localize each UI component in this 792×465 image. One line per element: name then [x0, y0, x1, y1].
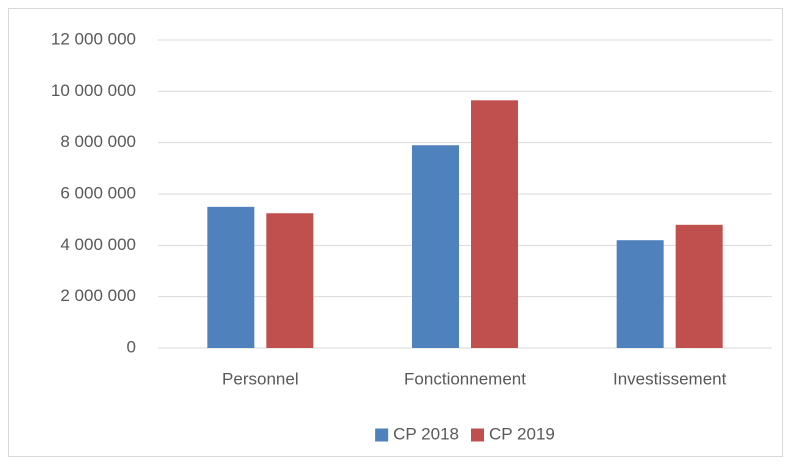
bar — [266, 213, 314, 348]
legend-label: CP 2019 — [489, 424, 555, 443]
x-tick-label: Personnel — [222, 369, 299, 388]
legend-label: CP 2018 — [393, 424, 459, 443]
bar — [207, 206, 255, 348]
y-tick-label: 0 — [127, 337, 136, 356]
bar — [471, 100, 518, 348]
y-tick-label: 2 000 000 — [60, 286, 136, 305]
x-tick-label: Investissement — [613, 369, 727, 388]
y-tick-label: 4 000 000 — [60, 235, 136, 254]
y-tick-label: 8 000 000 — [60, 132, 136, 151]
y-tick-label: 12 000 000 — [51, 29, 136, 48]
bar — [412, 145, 459, 348]
legend-swatch — [471, 428, 484, 442]
chart-border — [8, 8, 783, 457]
x-tick-label: Fonctionnement — [404, 369, 526, 388]
legend-swatch — [375, 428, 389, 442]
bar — [675, 224, 723, 348]
y-tick-label: 10 000 000 — [51, 81, 136, 100]
y-tick-label: 6 000 000 — [60, 183, 136, 202]
bar — [616, 240, 664, 348]
